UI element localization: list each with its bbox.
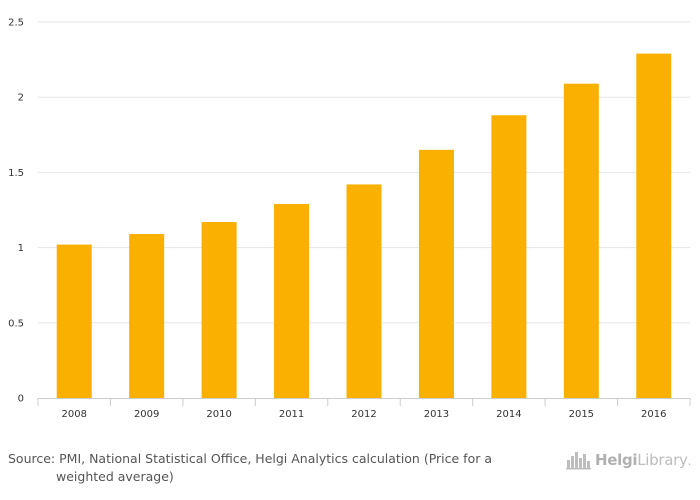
bar-2012 (346, 184, 382, 398)
bar-2011 (274, 203, 310, 398)
logo-brand-light: Library (637, 451, 688, 469)
x-tick-label: 2016 (641, 409, 666, 420)
source-line-2: weighted average) (56, 469, 174, 484)
y-tick-label: 0 (18, 394, 24, 405)
bar-2013 (418, 149, 454, 398)
bar-chart: 0 0.5 1 1.5 2 2.5 2008 2009 2010 2011 2012 2013 2014… (8, 18, 691, 420)
bar-2010 (201, 222, 237, 398)
x-tick-label: 2013 (424, 409, 449, 420)
bar-2015 (563, 83, 599, 398)
x-tick-label: 2014 (496, 409, 521, 420)
x-tick-label: 2011 (279, 409, 304, 420)
y-tick-label: 1 (18, 243, 24, 254)
bar-2008 (56, 244, 92, 398)
bar-2014 (491, 115, 527, 398)
y-tick-label: 2 (18, 93, 24, 104)
logo-text: Helgi Library . (595, 451, 691, 469)
bar-2009 (129, 234, 165, 398)
y-tick-label: 2.5 (8, 18, 24, 29)
source-note: Source: PMI, National Statistical Office… (8, 450, 528, 486)
x-tick-label: 2009 (134, 409, 159, 420)
y-tick-label: 0.5 (8, 318, 24, 329)
y-tick-label: 1.5 (8, 168, 24, 179)
x-tick-label: 2015 (569, 409, 594, 420)
logo-brand-bold: Helgi (595, 451, 638, 469)
bar-2016 (636, 53, 672, 398)
x-tick-label: 2008 (61, 409, 86, 420)
x-tick-label: 2012 (351, 409, 376, 420)
source-line-1: Source: PMI, National Statistical Office… (8, 451, 492, 466)
x-tick-label: 2010 (206, 409, 231, 420)
logo-brand-dot: . (687, 454, 692, 468)
helgi-cityscape-icon (566, 452, 591, 470)
helgi-library-logo[interactable]: Helgi Library . (566, 449, 691, 471)
